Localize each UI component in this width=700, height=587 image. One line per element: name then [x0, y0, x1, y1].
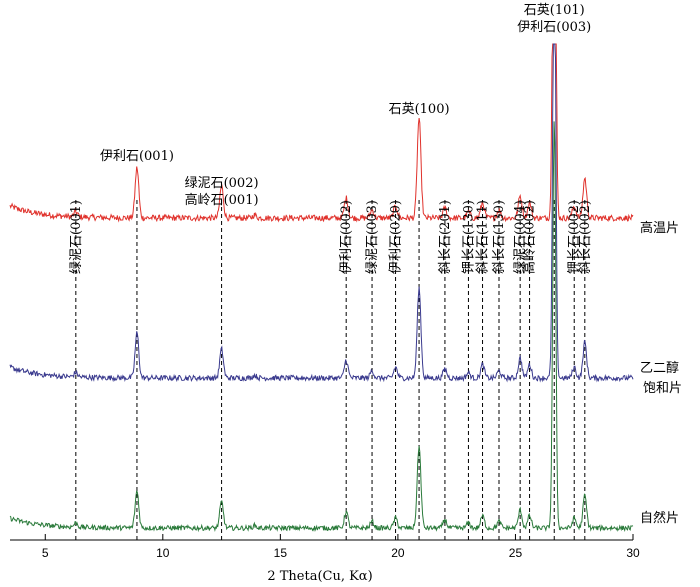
series-label: 高温片: [640, 220, 679, 236]
peak-label: 伊利石(003): [517, 20, 591, 35]
x-tick-label: 30: [626, 546, 640, 560]
series-label: 乙二醇: [640, 360, 679, 376]
peak-label: 伊利石(020): [389, 200, 404, 274]
x-axis: 5 10 15 20 25 30: [10, 534, 640, 560]
series-label: 自然片: [640, 510, 679, 526]
peak-labels: 绿泥石(001) 伊利石(001) 绿泥石(002)高岭石(001) 伊利石(002)…: [69, 3, 593, 274]
peak-label: 斜长石(130): [492, 200, 507, 274]
peak-label: 伊利石(001): [100, 149, 174, 164]
series-label: 饱和片: [643, 381, 682, 396]
peak-label: 石英(101): [524, 3, 585, 18]
peak-label: 斜长石(111): [476, 200, 491, 274]
peak-label: 钾长石(002): [567, 200, 582, 274]
peak-label: 高岭石(001): [185, 192, 259, 208]
peak-label: 钾长石(130): [461, 200, 476, 274]
peak-label: 绿泥石(002): [185, 176, 259, 191]
x-tick-label: 10: [156, 546, 170, 560]
peak-label: 绿泥石(001): [69, 200, 84, 274]
peak-label: 高岭石(002): [522, 200, 538, 274]
series-line: [9, 121, 634, 533]
x-axis-label: 2 Theta(Cu, Kα): [267, 569, 372, 584]
series-lines: [9, 43, 634, 533]
peak-guide-lines: [75, 200, 586, 540]
series-line: [9, 43, 634, 383]
peak-label: 斜长石(002): [578, 200, 593, 274]
x-tick-label: 5: [42, 546, 49, 560]
peak-label: 绿泥石(003): [365, 200, 380, 274]
x-tick-label: 20: [391, 546, 405, 560]
series-line: [9, 43, 634, 223]
x-tick-label: 25: [509, 546, 523, 560]
peak-label: 石英(100): [389, 102, 450, 117]
peak-label: 斜长石(201): [438, 200, 453, 274]
peak-label: 伊利石(002): [339, 200, 354, 274]
x-tick-label: 15: [274, 546, 288, 560]
peak-label: 绿泥石(004): [513, 200, 528, 274]
